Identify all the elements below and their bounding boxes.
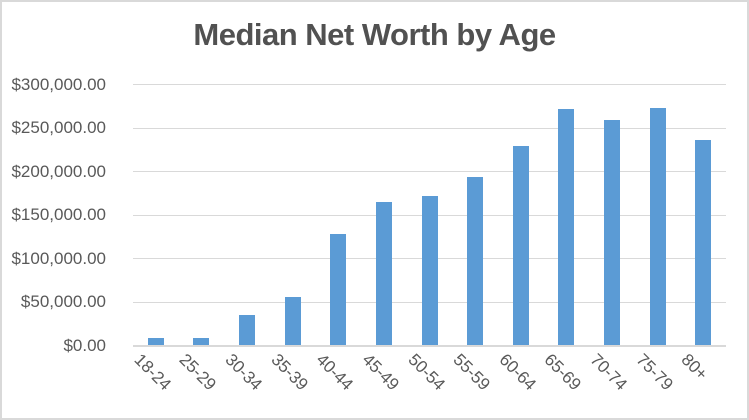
y-tick-label: $50,000.00 <box>20 292 106 311</box>
x-tick-label: 30-34 <box>221 350 266 395</box>
bar-35-39 <box>284 296 301 345</box>
bar-70-74 <box>603 120 620 345</box>
bar-65-69 <box>558 108 575 345</box>
bar-18-24 <box>147 338 164 345</box>
x-tick-label: 75-79 <box>632 350 677 395</box>
x-tick-label: 50-54 <box>404 350 449 395</box>
y-tick-label: $150,000.00 <box>11 205 106 224</box>
bar-30-34 <box>239 314 256 345</box>
x-axis-line <box>133 345 726 347</box>
bar-40-44 <box>330 234 347 345</box>
gridline <box>133 127 726 129</box>
x-tick-label: 35-39 <box>267 350 312 395</box>
x-tick-label: 65-69 <box>540 350 586 395</box>
gridline <box>133 171 726 173</box>
chart-title: Median Net Worth by Age <box>193 17 556 52</box>
x-tick-label: 80+ <box>677 350 712 384</box>
bar-45-49 <box>375 202 392 345</box>
y-tick-label: $0.00 <box>63 335 106 355</box>
bar-75-79 <box>649 107 666 345</box>
bar-25-29 <box>193 338 210 345</box>
y-tick-label: $200,000.00 <box>11 161 106 181</box>
x-tick-label: 70-74 <box>586 350 631 395</box>
x-tick-label: 18-24 <box>130 350 175 395</box>
gridline <box>133 84 726 85</box>
y-tick-label: $300,000.00 <box>11 74 106 94</box>
bar-80+ <box>695 140 712 345</box>
x-tick-label: 55-59 <box>449 350 494 395</box>
y-tick-label: $100,000.00 <box>11 248 106 268</box>
x-tick-label: 25-29 <box>175 350 221 395</box>
plot-area <box>133 84 726 347</box>
y-tick-label: $250,000.00 <box>11 118 106 137</box>
bar-55-59 <box>467 176 484 345</box>
x-tick-label: 40-44 <box>312 350 358 395</box>
bar-60-64 <box>512 145 529 345</box>
bar-50-54 <box>421 195 438 345</box>
x-tick-label: 45-49 <box>358 350 403 395</box>
x-tick-label: 60-64 <box>495 350 540 395</box>
